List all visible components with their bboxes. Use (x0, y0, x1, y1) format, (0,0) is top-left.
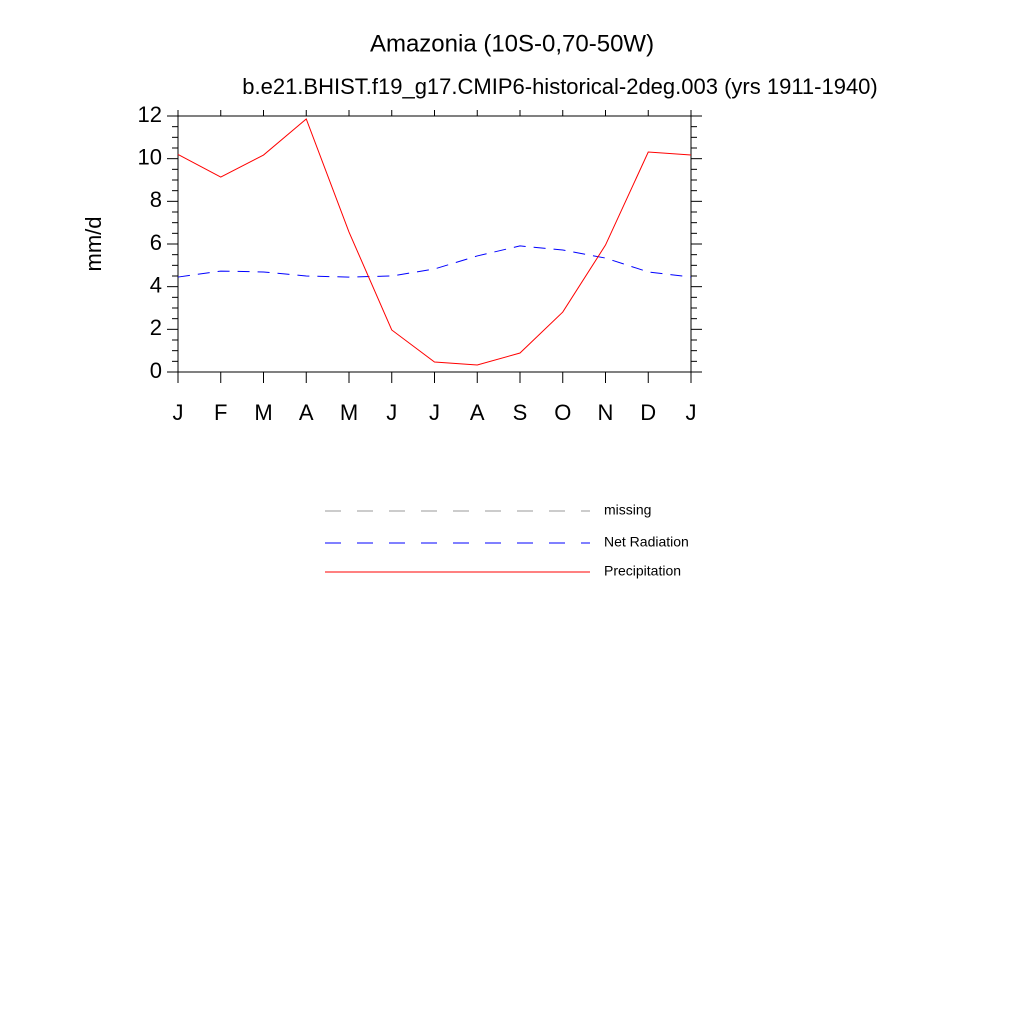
plot-frame (177, 115, 692, 373)
x-tick-label: A (299, 400, 314, 425)
legend-label: missing (604, 502, 651, 518)
x-tick-label: M (254, 400, 272, 425)
legend-label: Net Radiation (604, 534, 689, 550)
x-tick-label: D (640, 400, 656, 425)
x-tick-label: J (386, 400, 397, 425)
y-tick-label: 0 (150, 358, 162, 383)
y-axis-label: mm/d (81, 217, 106, 272)
y-tick-label: 8 (150, 187, 162, 212)
chart-title: Amazonia (10S-0,70-50W) (370, 30, 654, 57)
chart-subtitle: b.e21.BHIST.f19_g17.CMIP6-historical-2de… (242, 74, 878, 99)
series-line (177, 118, 692, 366)
x-tick-label: O (554, 400, 571, 425)
x-tick-label: A (470, 400, 485, 425)
x-tick-label: S (513, 400, 528, 425)
y-tick-label: 10 (138, 144, 162, 169)
x-tick-label: J (173, 400, 184, 425)
y-tick-label: 6 (150, 230, 162, 255)
legend-label: Precipitation (604, 563, 681, 579)
x-tick-label: F (214, 400, 227, 425)
y-tick-label: 4 (150, 272, 162, 297)
x-tick-label: M (340, 400, 358, 425)
y-tick-label: 12 (138, 102, 162, 127)
series-line (177, 245, 692, 278)
y-tick-label: 2 (150, 315, 162, 340)
x-tick-label: J (686, 400, 697, 425)
x-tick-label: N (598, 400, 614, 425)
x-tick-label: J (429, 400, 440, 425)
